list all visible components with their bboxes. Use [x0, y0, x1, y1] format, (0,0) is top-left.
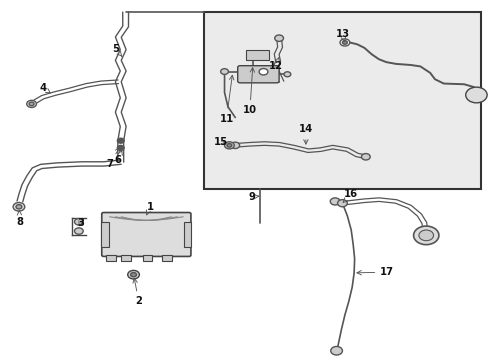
Bar: [184, 222, 192, 247]
Circle shape: [419, 230, 434, 241]
Text: 4: 4: [39, 83, 50, 93]
Circle shape: [330, 198, 340, 205]
Circle shape: [231, 142, 240, 149]
Text: 2: 2: [133, 278, 142, 306]
Circle shape: [414, 226, 439, 245]
Text: 12: 12: [269, 58, 283, 71]
Circle shape: [362, 154, 370, 160]
Circle shape: [275, 35, 284, 41]
Circle shape: [227, 144, 232, 147]
Circle shape: [284, 72, 291, 77]
FancyBboxPatch shape: [238, 66, 279, 83]
Text: 6: 6: [115, 150, 122, 165]
Circle shape: [117, 138, 124, 143]
Text: 16: 16: [343, 189, 358, 203]
Circle shape: [331, 346, 343, 355]
Text: 17: 17: [357, 267, 394, 277]
Text: 5: 5: [112, 44, 122, 56]
Circle shape: [259, 68, 268, 75]
Circle shape: [220, 69, 228, 75]
Circle shape: [343, 41, 347, 44]
Circle shape: [466, 87, 487, 103]
Circle shape: [27, 100, 36, 108]
Bar: [121, 255, 130, 261]
Circle shape: [74, 228, 83, 234]
Text: 9: 9: [249, 192, 259, 202]
Text: 7: 7: [106, 148, 120, 169]
Text: 15: 15: [214, 137, 228, 147]
Circle shape: [13, 203, 25, 211]
Text: 13: 13: [336, 28, 349, 42]
Circle shape: [131, 273, 137, 277]
FancyBboxPatch shape: [102, 212, 191, 256]
Circle shape: [16, 204, 22, 209]
Circle shape: [340, 39, 350, 46]
Circle shape: [117, 145, 124, 150]
Text: 8: 8: [16, 211, 24, 227]
Circle shape: [338, 200, 347, 207]
Text: 1: 1: [147, 202, 153, 215]
Circle shape: [29, 102, 34, 106]
Text: 10: 10: [243, 68, 257, 115]
Bar: [143, 255, 152, 261]
Text: 3: 3: [77, 218, 84, 228]
Circle shape: [74, 219, 83, 225]
Circle shape: [128, 270, 139, 279]
Bar: [203, 12, 481, 189]
Bar: [245, 50, 270, 60]
Text: 11: 11: [220, 75, 234, 123]
Text: 14: 14: [299, 124, 313, 144]
Bar: [106, 255, 116, 261]
Bar: [162, 255, 172, 261]
Bar: [101, 222, 109, 247]
Circle shape: [224, 142, 234, 149]
